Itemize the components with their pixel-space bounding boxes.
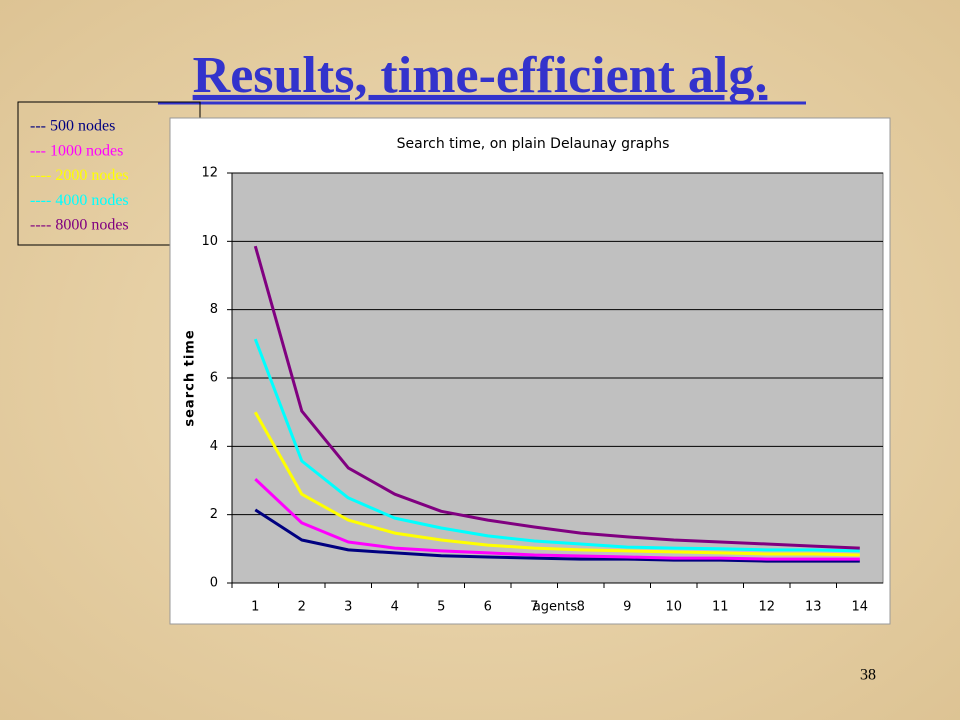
- y-tick-label: 12: [201, 166, 218, 181]
- y-axis-label: search time: [183, 329, 198, 426]
- y-tick-label: 10: [201, 234, 218, 249]
- x-tick-label: 12: [758, 600, 775, 615]
- legend-entry: ---- 2000 nodes: [30, 167, 129, 184]
- series-line: [254, 478, 860, 561]
- legend-entry: --- 500 nodes: [30, 118, 115, 135]
- series-line: [253, 245, 860, 550]
- x-axis-label: agents: [533, 600, 578, 615]
- series-line: [253, 338, 860, 553]
- series-line: [254, 508, 860, 563]
- y-tick-label: 8: [210, 302, 218, 317]
- legend-entry: --- 1000 nodes: [30, 142, 123, 159]
- x-tick-label: 6: [484, 600, 492, 615]
- x-tick-label: 1: [251, 600, 259, 615]
- chart-title: Search time, on plain Delaunay graphs: [397, 136, 670, 152]
- x-tick-label: 9: [623, 600, 631, 615]
- series-line: [253, 411, 860, 557]
- x-tick-label: 2: [298, 600, 306, 615]
- x-tick-label: 11: [712, 600, 729, 615]
- y-tick-label: 2: [210, 507, 218, 522]
- x-tick-label: 14: [851, 600, 868, 615]
- x-tick-label: 3: [344, 600, 352, 615]
- legend-entry: ---- 4000 nodes: [30, 192, 129, 209]
- legend-entry: ---- 8000 nodes: [30, 216, 129, 233]
- legend: --- 500 nodes --- 1000 nodes ---- 2000 nod…: [30, 118, 129, 234]
- page-number: 38: [860, 667, 876, 684]
- y-tick-label: 0: [210, 576, 218, 591]
- y-tick-label: 6: [210, 371, 218, 386]
- slide-title: Results, time-efficient alg.: [193, 47, 768, 104]
- x-tick-label: 13: [805, 600, 822, 615]
- x-tick-label: 8: [577, 600, 585, 615]
- y-tick-label: 4: [210, 439, 218, 454]
- x-tick-label: 5: [437, 600, 445, 615]
- x-tick-label: 4: [391, 600, 399, 615]
- x-tick-label: 7: [530, 600, 538, 615]
- x-tick-label: 10: [665, 600, 682, 615]
